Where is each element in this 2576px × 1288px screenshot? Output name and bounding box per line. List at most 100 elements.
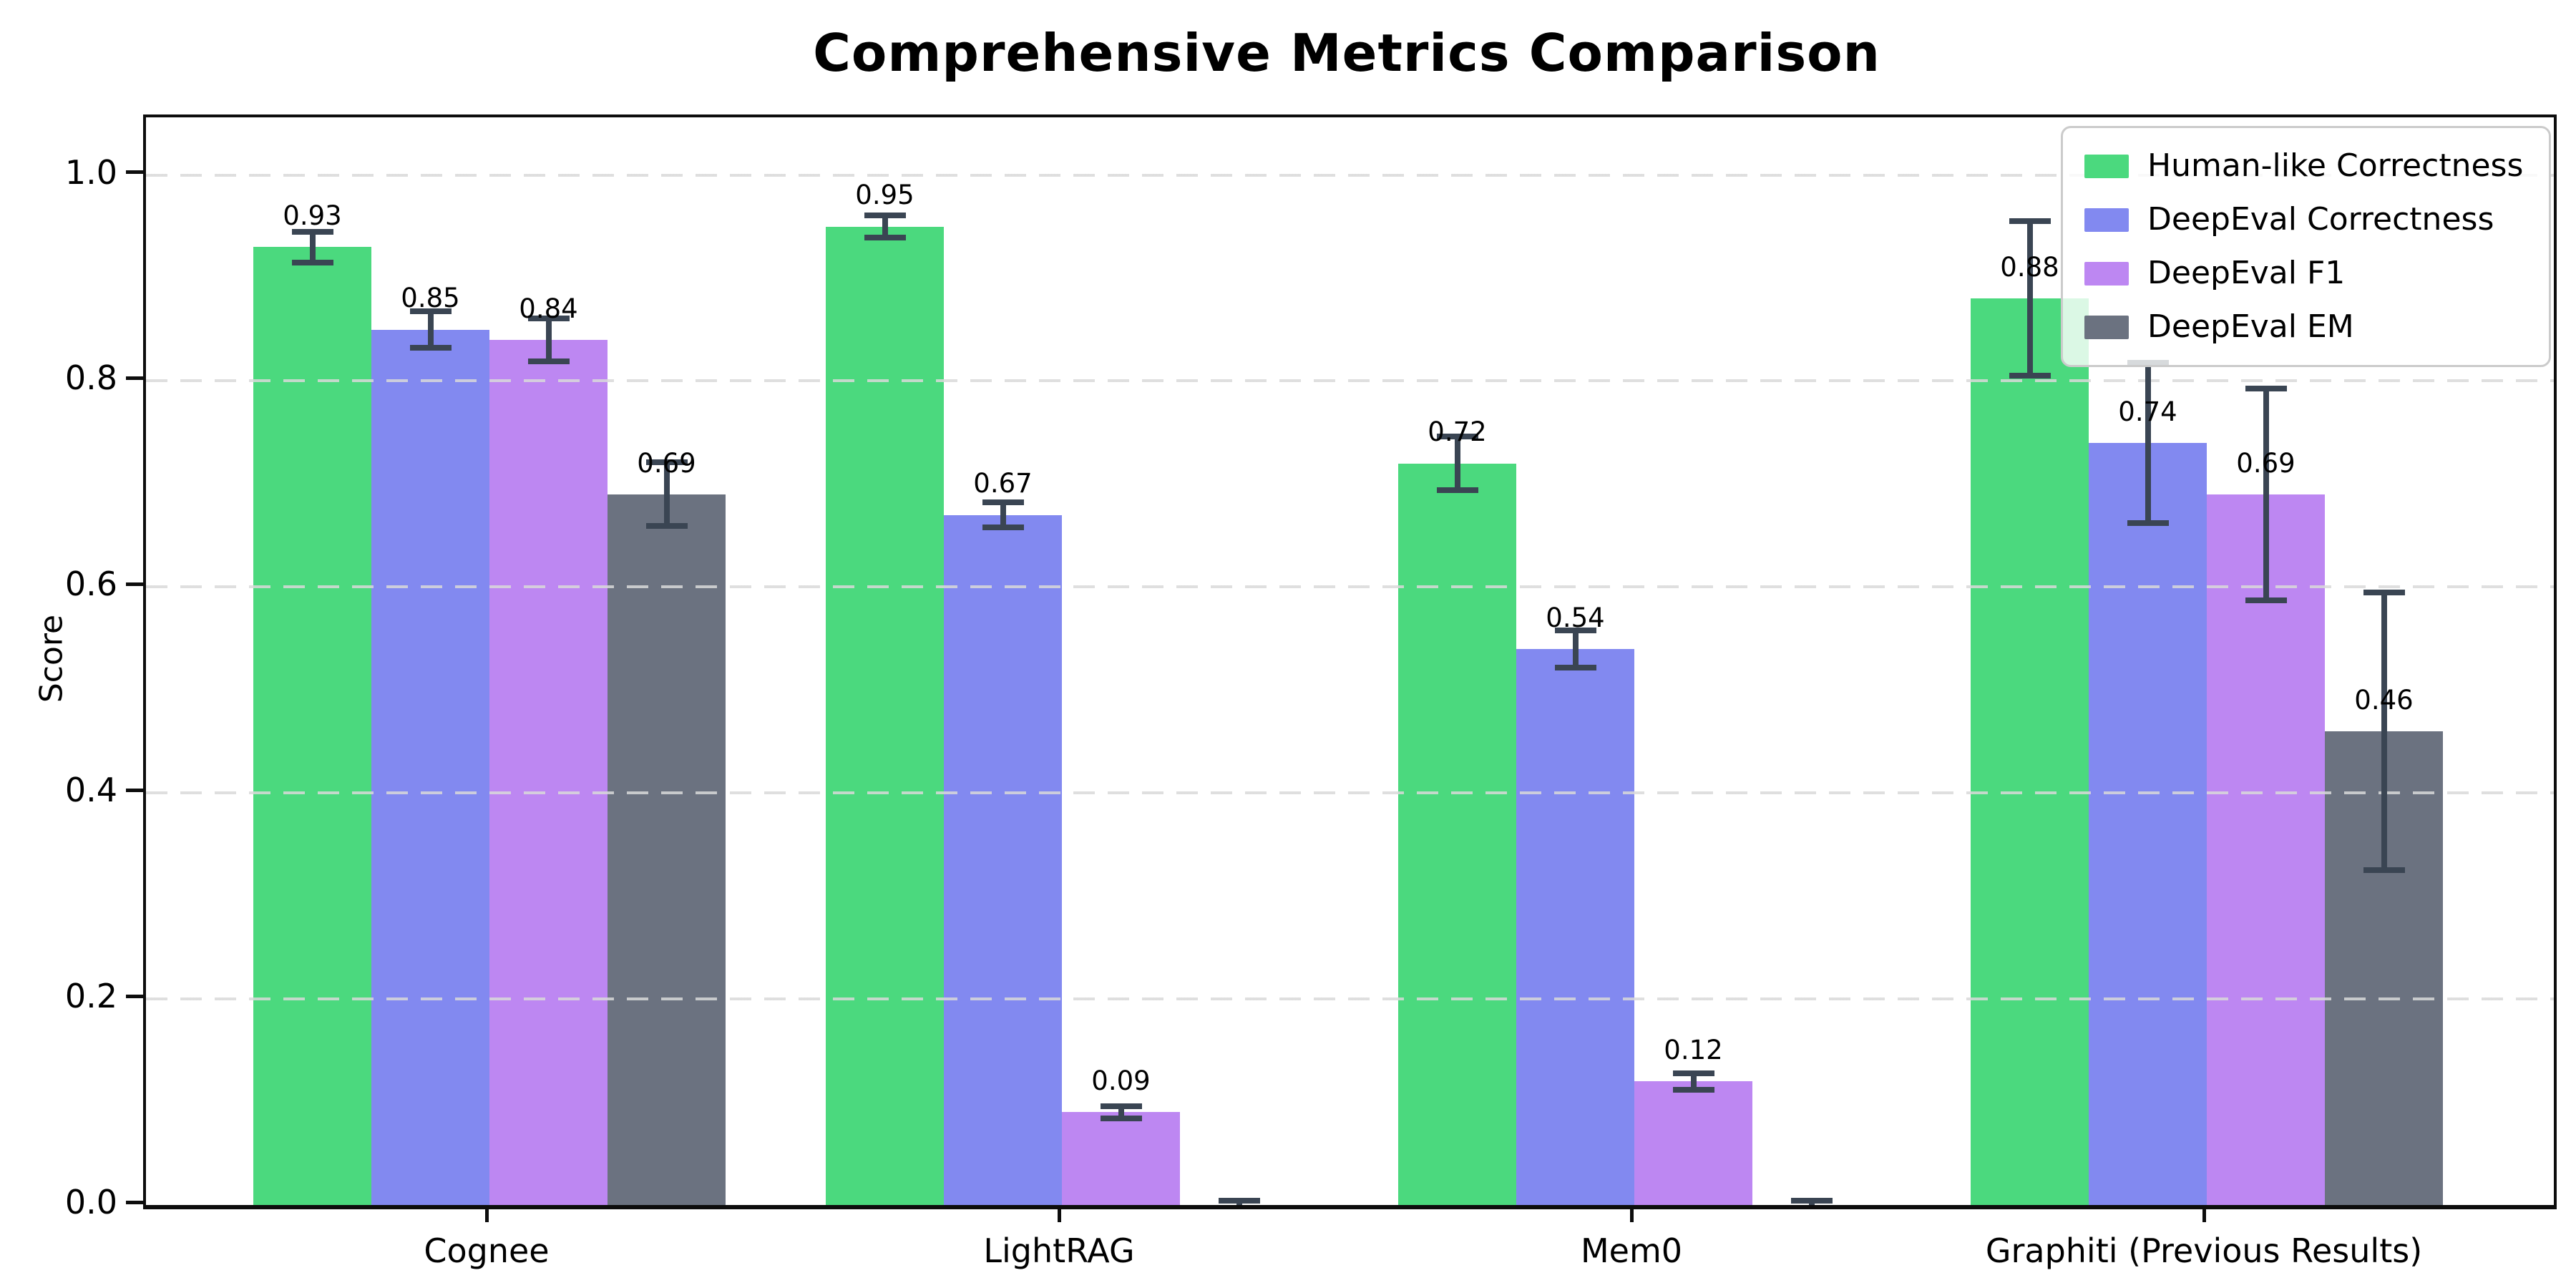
y-tick-label: 0.6: [64, 565, 117, 604]
error-bar-cap-top: [409, 308, 452, 314]
error-bar-cap-bottom: [645, 523, 688, 530]
legend-label: Human-like Correctness: [2147, 147, 2524, 184]
error-bar-cap-bottom: [2245, 597, 2287, 604]
error-bar-cap-top: [864, 212, 906, 218]
error-bar: [2026, 221, 2033, 376]
bar-value-label: 0.69: [2236, 447, 2296, 479]
error-bar-cap-bottom: [527, 358, 570, 365]
error-bar-cap-bottom: [1672, 1086, 1714, 1093]
legend-label: DeepEval F1: [2147, 255, 2346, 291]
bar-value-label: 0.69: [637, 447, 696, 479]
bar-Graphiti (Previous Results)-Human-like Correctness: [1971, 298, 2089, 1205]
legend-item: DeepEval Correctness: [2084, 202, 2523, 238]
gridline-y-1: [146, 173, 2554, 177]
error-bar-cap-bottom: [1791, 1206, 1833, 1209]
error-bar-cap-top: [2245, 385, 2287, 391]
error-bar-cap-top: [527, 315, 570, 321]
error-bar-cap-top: [1218, 1198, 1260, 1204]
error-bar-cap-top: [291, 228, 333, 235]
error-bar: [545, 318, 552, 362]
legend: Human-like Correctness DeepEval Correctne…: [2061, 126, 2552, 367]
x-tick-label-Graphiti (Previous Results): Graphiti (Previous Results): [1985, 1231, 2423, 1270]
error-bar: [1000, 502, 1006, 527]
error-bar-cap-top: [2009, 218, 2051, 225]
gridline-y-0.8: [146, 379, 2554, 383]
bar-Cognee-DeepEval Correctness: [371, 329, 489, 1205]
gridline-y-0.4: [146, 791, 2554, 795]
y-tick-label: 1.0: [64, 152, 117, 192]
gridline-y-0.6: [146, 585, 2554, 589]
bar-Mem0-DeepEval F1: [1634, 1081, 1752, 1205]
bar-LightRAG-DeepEval F1: [1062, 1112, 1180, 1205]
bar-Graphiti (Previous Results)-DeepEval F1: [2207, 494, 2325, 1205]
bar-Mem0-Human-like Correctness: [1398, 463, 1516, 1205]
error-bar-cap-bottom: [2363, 867, 2405, 874]
error-bar-cap-bottom: [1219, 1206, 1260, 1209]
bar-Graphiti (Previous Results)-DeepEval Correctness: [2089, 442, 2207, 1205]
y-tick-label: 0.4: [64, 771, 117, 810]
error-bar-cap-bottom: [2127, 520, 2169, 527]
bar-value-label: 0.67: [973, 468, 1033, 499]
y-tick-mark: [126, 1200, 143, 1204]
legend-swatch: [2084, 154, 2129, 178]
error-bar: [1690, 1073, 1697, 1090]
y-tick-label: 0.2: [64, 977, 117, 1016]
bar-LightRAG-Human-like Correctness: [826, 226, 944, 1205]
bar-Cognee-DeepEval EM: [608, 494, 726, 1205]
error-bar-cap-top: [1790, 1198, 1833, 1204]
legend-swatch: [2084, 208, 2129, 232]
error-bar-cap-top: [1100, 1103, 1142, 1109]
error-bar-cap-top: [1554, 627, 1596, 633]
y-tick-mark: [126, 170, 143, 175]
legend-swatch: [2084, 261, 2129, 286]
y-tick-mark: [126, 788, 143, 792]
error-bar: [2263, 388, 2269, 601]
error-bar: [2381, 592, 2387, 871]
bar-value-label: 0.95: [855, 180, 914, 211]
error-bar-cap-top: [2363, 589, 2405, 595]
error-bar-cap-bottom: [1436, 487, 1478, 494]
error-bar-cap-bottom: [864, 235, 906, 241]
error-bar-cap-bottom: [982, 524, 1024, 530]
bar-value-label: 0.72: [1428, 416, 1487, 448]
y-tick-label: 0.0: [64, 1183, 117, 1221]
chart-title: Comprehensive Metrics Comparison: [813, 23, 1880, 83]
legend-label: DeepEval EM: [2147, 308, 2354, 345]
error-bar: [1118, 1106, 1124, 1119]
error-bar: [2145, 362, 2151, 524]
bar-value-label: 0.09: [1091, 1065, 1151, 1097]
legend-swatch: [2084, 315, 2129, 339]
legend-item: DeepEval EM: [2084, 309, 2523, 345]
error-bar-cap-top: [1672, 1070, 1714, 1076]
y-tick-mark: [126, 376, 143, 380]
error-bar: [427, 311, 434, 348]
error-bar: [309, 231, 316, 263]
x-tick-label-LightRAG: LightRAG: [983, 1231, 1135, 1270]
bar-value-label: 0.46: [2354, 684, 2414, 716]
error-bar: [1454, 436, 1460, 491]
error-bar-cap-top: [645, 459, 688, 466]
error-bar: [1572, 630, 1579, 668]
gridline-y-0.2: [146, 997, 2554, 1001]
x-tick-label-Mem0: Mem0: [1580, 1231, 1683, 1270]
bar-LightRAG-DeepEval Correctness: [944, 514, 1062, 1205]
legend-label: DeepEval Correctness: [2147, 201, 2494, 238]
error-bar: [663, 462, 670, 527]
error-bar: [882, 215, 888, 238]
bar-value-label: 0.84: [519, 293, 578, 324]
bar-value-label: 0.93: [283, 200, 342, 232]
bar-Cognee-Human-like Correctness: [253, 247, 371, 1205]
error-bar-cap-bottom: [1554, 664, 1596, 670]
x-tick-mark: [1629, 1206, 1634, 1222]
x-tick-label-Cognee: Cognee: [424, 1231, 550, 1270]
y-tick-mark: [126, 994, 143, 998]
error-bar-cap-bottom: [2009, 373, 2051, 379]
bar-value-label: 0.88: [2000, 252, 2059, 283]
error-bar-cap-bottom: [291, 259, 333, 265]
bar-value-label: 0.54: [1546, 602, 1605, 633]
y-tick-mark: [126, 582, 143, 586]
error-bar-cap-bottom: [409, 345, 452, 351]
error-bar-cap-top: [982, 499, 1024, 506]
bar-value-label: 0.12: [1664, 1035, 1723, 1066]
